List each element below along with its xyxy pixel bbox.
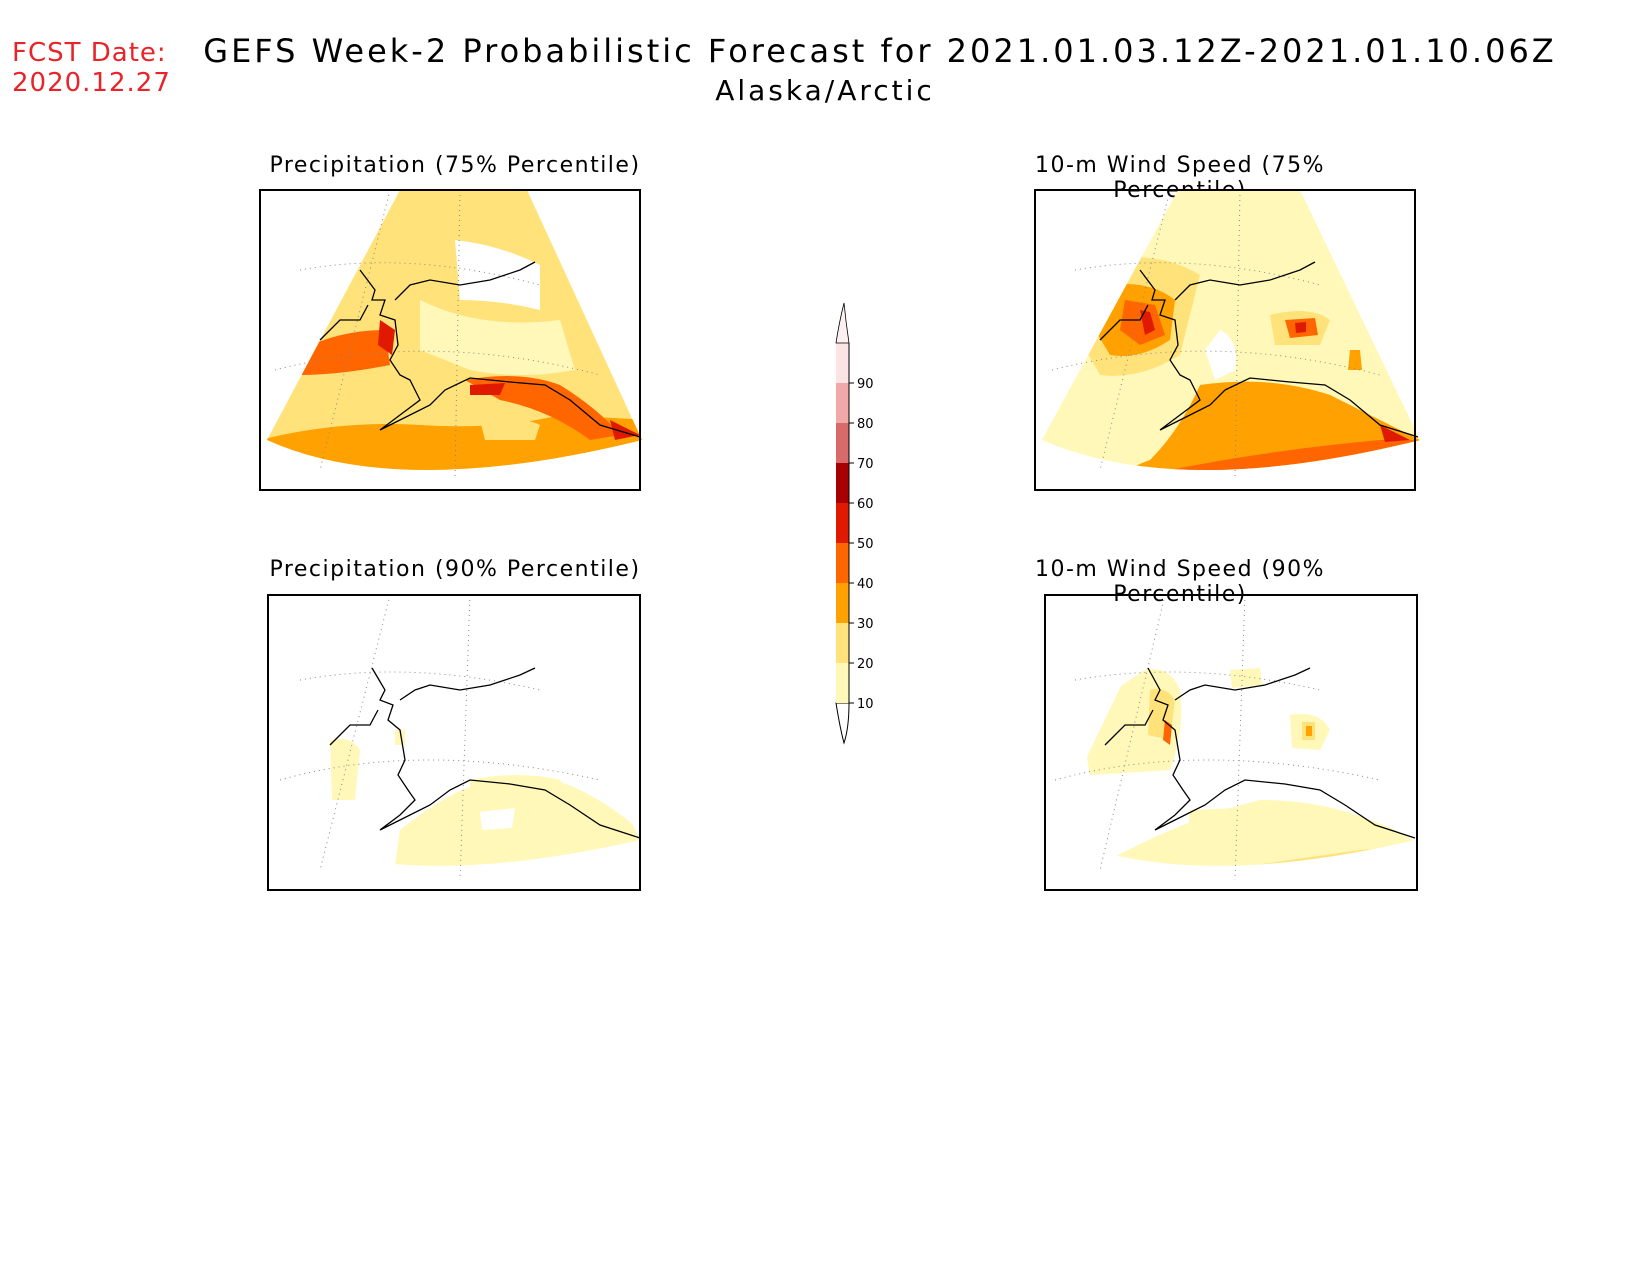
wind90-shading [1086, 668, 1415, 866]
figure-title-block: GEFS Week-2 Probabilistic Forecast for 2… [0, 32, 1650, 107]
colorbar-tick-label: 10 [857, 697, 874, 712]
map-precip90 [267, 594, 641, 891]
colorbar-swatch [836, 423, 849, 463]
colorbar-swatch [836, 343, 849, 383]
colorbar-lower-extension [835, 702, 850, 745]
map-wind90 [1044, 594, 1418, 891]
forecast-date-value: 2020.12.27 [12, 68, 171, 98]
colorbar-tick-label: 60 [857, 497, 874, 512]
colorbar-tick-label: 80 [857, 417, 874, 432]
forecast-date-block: FCST Date: 2020.12.27 [12, 38, 171, 98]
colorbar-swatch [836, 503, 849, 543]
colorbar-tick-label: 20 [857, 657, 874, 672]
colorbar-upper-extension [835, 302, 850, 344]
panel-title-precip90: Precipitation (90% Percentile) [269, 557, 641, 582]
map-frame [1034, 189, 1416, 491]
colorbar-tick-label: 40 [857, 577, 874, 592]
map-wind75 [1034, 189, 1420, 491]
colorbar-swatch [836, 583, 849, 623]
wind75-shading [1042, 190, 1420, 470]
colorbar-swatch [836, 463, 849, 503]
forecast-date-label: FCST Date: [12, 38, 167, 68]
map-frame [259, 189, 641, 491]
colorbar-tick-label: 70 [857, 457, 874, 472]
panel-title-precip75: Precipitation (75% Percentile) [269, 153, 641, 178]
map-precip75 [259, 189, 642, 491]
colorbar-swatch [836, 623, 849, 663]
region-title: Alaska/Arctic [715, 74, 935, 107]
colorbar-tick-label: 50 [857, 537, 874, 552]
figure-title: GEFS Week-2 Probabilistic Forecast for 2… [203, 32, 1557, 70]
colorbar-tick-label: 30 [857, 617, 874, 632]
map-frame [267, 594, 641, 891]
colorbar-swatch [836, 663, 849, 703]
precip90-shading [330, 730, 640, 866]
precip75-shading [267, 190, 642, 470]
colorbar-swatch [836, 543, 849, 583]
map-frame [1044, 594, 1418, 891]
colorbar-tick-label: 90 [857, 377, 874, 392]
colorbar: 10 20 30 40 50 60 70 80 90 [835, 302, 874, 745]
panel-title-wind75: 10-m Wind Speed (75% Percentile) [1034, 153, 1326, 203]
colorbar-swatch [836, 383, 849, 423]
